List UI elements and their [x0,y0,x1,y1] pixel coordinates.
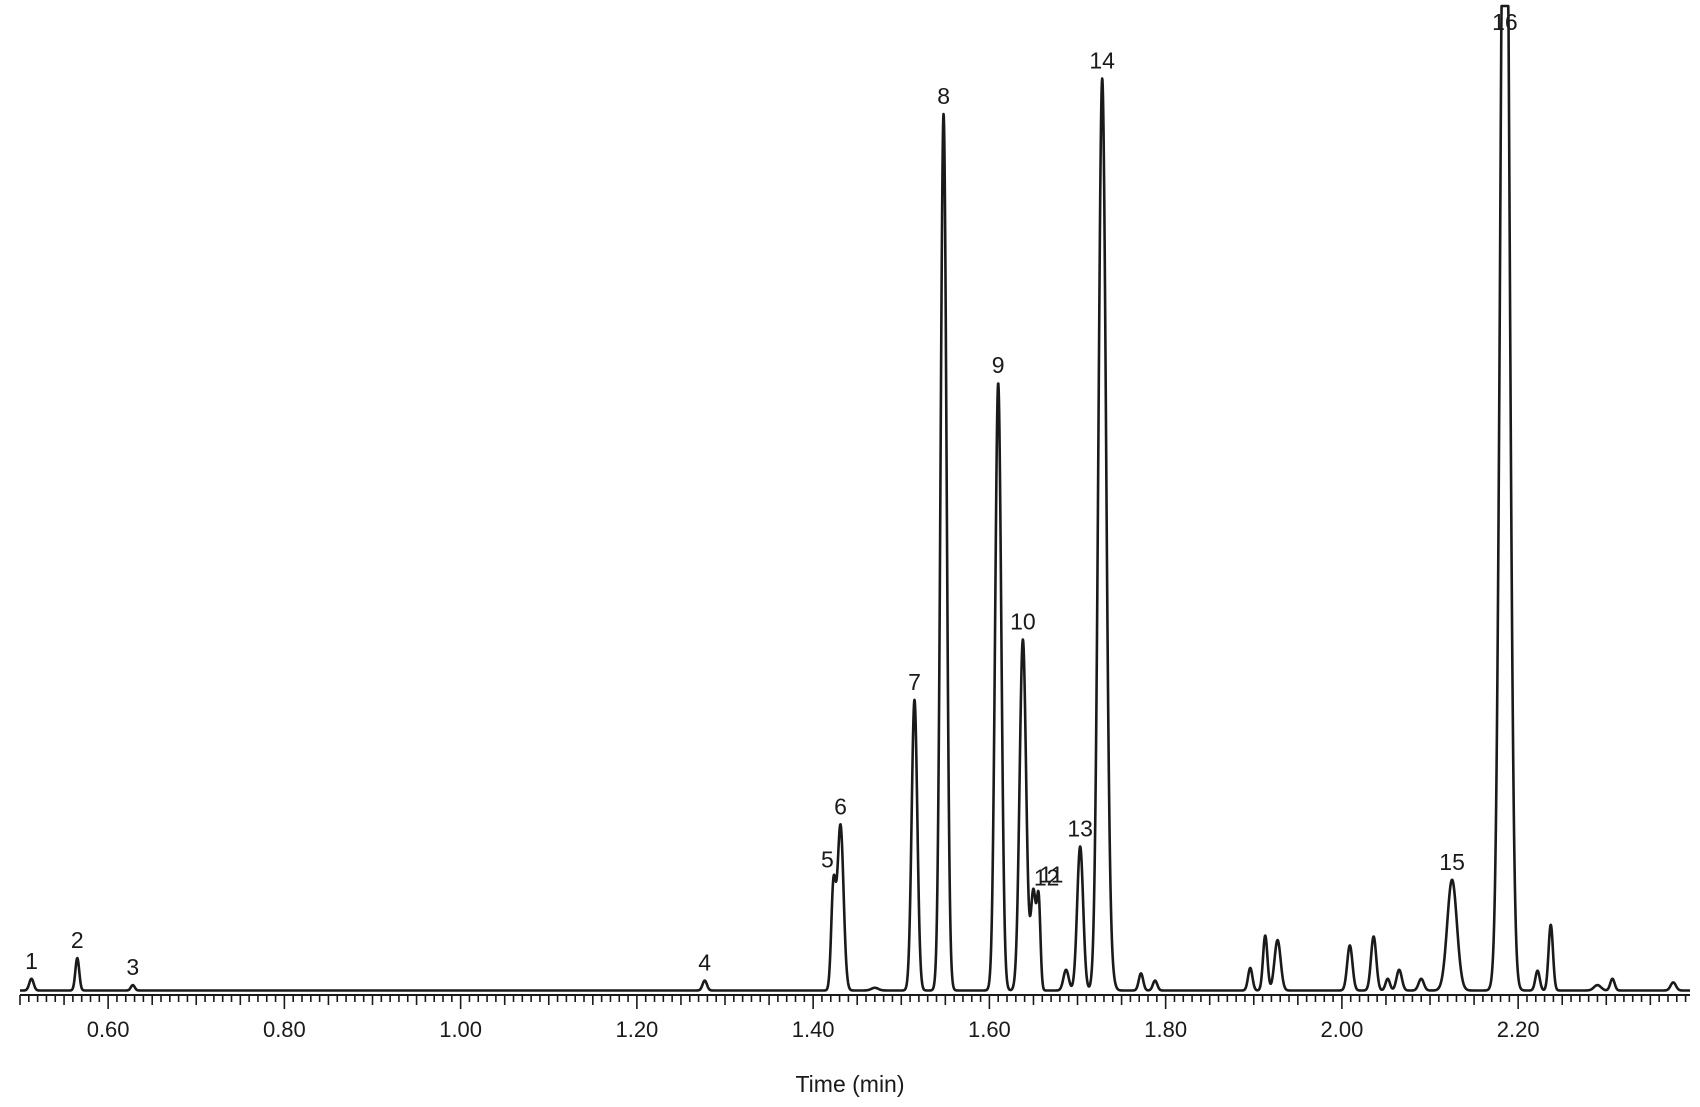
x-tick-label: 0.60 [87,1017,130,1042]
x-axis-title: Time (min) [795,1071,904,1097]
x-tick-label: 0.80 [263,1017,306,1042]
peak-label-3: 3 [126,954,139,980]
peak-label-6: 6 [834,793,847,819]
peak-label-8: 8 [937,83,950,109]
peak-label-11: 11 [1040,862,1064,888]
x-tick-label: 1.80 [1144,1017,1187,1042]
peak-label-14: 14 [1089,48,1115,74]
x-tick-label: 1.00 [439,1017,482,1042]
x-tick-label: 1.60 [968,1017,1011,1042]
peak-label-1: 1 [25,948,38,974]
peak-label-2: 2 [71,927,84,953]
peak-label-7: 7 [908,669,921,695]
peak-label-13: 13 [1067,816,1093,842]
peak-label-10: 10 [1010,609,1036,635]
peak-label-16: 16 [1492,9,1518,35]
peak-label-9: 9 [992,352,1005,378]
x-tick-label: 1.20 [615,1017,658,1042]
x-tick-label: 2.20 [1497,1017,1540,1042]
x-axis-ticks: 0.60 0.80 1.00 1.20 1.40 1.60 1.80 2.00 2.20 [19,995,1687,1042]
peak-label-15: 15 [1439,849,1465,875]
x-tick-label: 1.40 [792,1017,835,1042]
chromatogram-trace [18,4,1692,992]
peak-label-4: 4 [698,950,711,976]
peak-label-12: 12 [1034,864,1060,890]
trace-layer [18,4,1692,992]
x-tick-label: 2.00 [1320,1017,1363,1042]
peak-label-5: 5 [821,847,834,873]
